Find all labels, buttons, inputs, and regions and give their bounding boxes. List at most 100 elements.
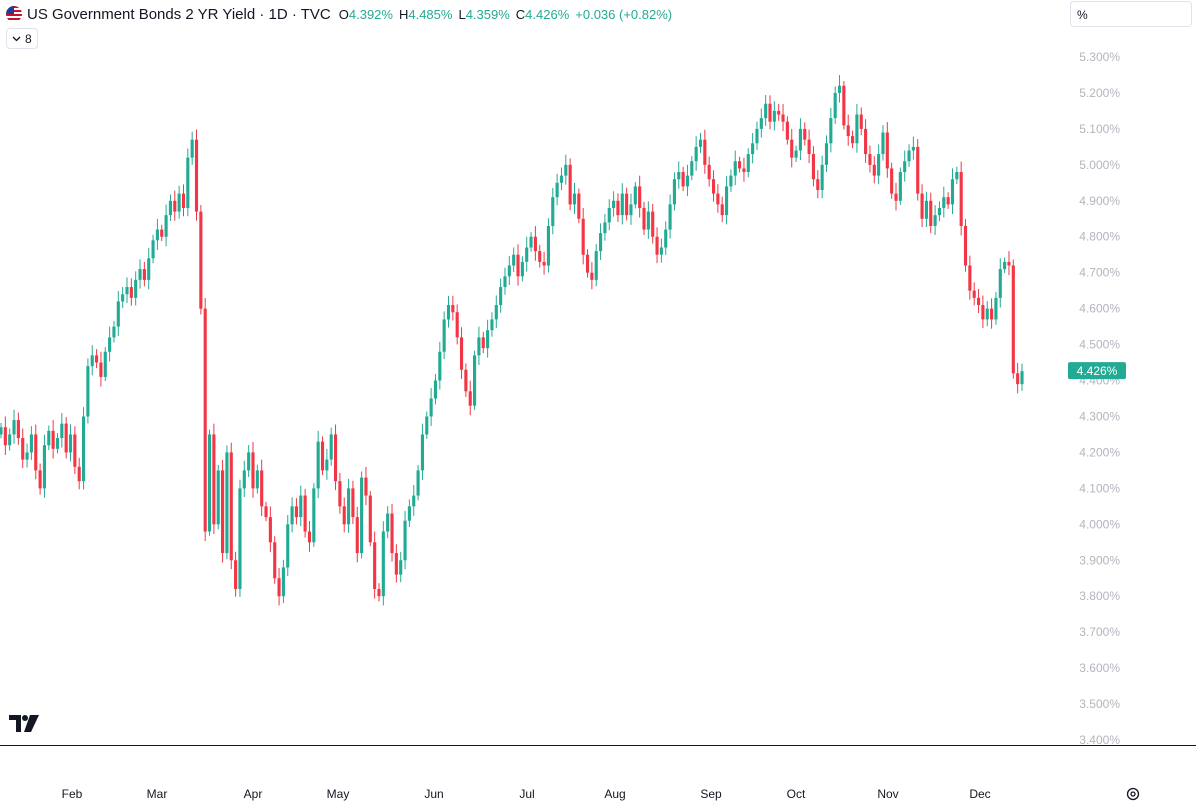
candle-body: [155, 229, 159, 241]
price-tick-label: 5.200%: [1079, 86, 1120, 100]
candle-body: [559, 175, 564, 183]
price-tick-label: 5.100%: [1079, 122, 1120, 136]
candle-body: [186, 157, 190, 208]
candle-body: [968, 265, 972, 291]
candle-body: [716, 193, 720, 205]
candle-body: [329, 434, 333, 460]
close-label: C: [515, 6, 526, 22]
candle-body: [55, 438, 60, 449]
candle-body: [368, 495, 372, 543]
candle-body: [433, 380, 438, 399]
candle-body: [877, 154, 881, 176]
candle-body: [920, 193, 924, 219]
candle-body: [503, 276, 507, 288]
low-label: L: [458, 6, 466, 22]
candle-body: [955, 172, 959, 180]
ohlc-values: O4.392% H4.485% L4.359% C4.426% +0.036 (…: [339, 7, 672, 22]
candle-body: [73, 434, 77, 467]
candle-body: [850, 136, 855, 144]
chevron-down-icon: [12, 36, 21, 42]
candle-body: [942, 197, 946, 208]
last-price-label: 4.426%: [1077, 364, 1118, 378]
tradingview-logo-icon[interactable]: [9, 715, 39, 732]
candle-body: [403, 520, 407, 561]
candle-body: [316, 441, 320, 489]
candle-body: [551, 197, 555, 226]
candle-body: [881, 132, 885, 155]
candle-body: [807, 139, 811, 155]
candle-body: [412, 495, 416, 507]
indicators-toggle-button[interactable]: 8: [6, 28, 38, 49]
candle-body: [12, 420, 16, 435]
time-tick-label: Apr: [244, 787, 263, 801]
candle-body: [811, 154, 816, 180]
candle-body: [386, 513, 390, 532]
candle-body: [221, 470, 225, 554]
candle-body: [268, 517, 272, 543]
candle-body: [816, 179, 820, 191]
candle-body: [798, 128, 802, 151]
candle-body: [777, 110, 781, 115]
change-value: +0.036 (+0.82%): [575, 6, 673, 22]
candle-body: [199, 211, 203, 309]
candle-body: [459, 337, 464, 370]
candle-body: [203, 308, 207, 532]
unit-selector[interactable]: %: [1070, 1, 1192, 27]
time-tick-label: Aug: [604, 787, 625, 801]
candle-body: [260, 470, 264, 507]
candle-body: [555, 182, 559, 198]
price-tick-label: 3.400%: [1079, 733, 1120, 747]
candle-body: [790, 139, 794, 158]
candle-body: [724, 186, 729, 216]
candle-body: [438, 351, 442, 381]
candle-body: [859, 114, 863, 129]
candle-body: [990, 308, 994, 320]
candle-body: [829, 118, 833, 144]
candle-body: [768, 103, 772, 122]
candle-body: [390, 513, 394, 554]
price-tick-label: 5.300%: [1079, 50, 1120, 64]
candle-body: [707, 164, 711, 180]
candle-body: [121, 294, 125, 302]
candle-body: [229, 452, 233, 561]
candle-body: [581, 218, 585, 255]
candle-body: [664, 229, 668, 248]
candle-body: [238, 488, 242, 590]
candle-body: [659, 247, 663, 255]
candle-body: [416, 470, 420, 496]
candle-body: [690, 161, 694, 176]
candle-body: [320, 441, 325, 471]
candle-body: [429, 398, 433, 417]
candle-body: [516, 254, 520, 277]
candle-body: [16, 420, 20, 439]
candle-body: [833, 92, 837, 119]
candle-body: [572, 193, 577, 205]
candle-body: [86, 366, 90, 417]
candle-body: [51, 430, 55, 449]
candle-body: [464, 369, 468, 392]
candle-body: [711, 179, 716, 194]
candle-body: [577, 193, 581, 219]
candle-body: [911, 146, 915, 151]
candle-body: [38, 470, 42, 489]
low-value: 4.359%: [465, 6, 510, 22]
last-price-badge: 4.426%: [1068, 362, 1126, 380]
symbol-title[interactable]: US Government Bonds 2 YR Yield · 1D · TV…: [27, 5, 331, 23]
candle-body: [672, 179, 676, 205]
candle-body: [194, 139, 199, 212]
candle-body: [42, 445, 47, 489]
candle-body: [772, 110, 776, 122]
time-tick-label: Jul: [519, 787, 534, 801]
candle-body: [607, 207, 611, 223]
candle-body: [442, 319, 446, 352]
candle-body: [929, 200, 933, 226]
candle-body: [90, 355, 94, 367]
candle-body: [959, 172, 963, 226]
gear-icon[interactable]: [1124, 785, 1142, 803]
price-axis: 5.300% 5.200% 5.100% 5.000% 4.900% 4.800% 4.70…: [1079, 50, 1120, 747]
price-tick-label: 4.600%: [1079, 302, 1120, 316]
candle-body: [890, 168, 894, 194]
candle-body: [1016, 373, 1020, 385]
candle-body: [468, 391, 472, 406]
